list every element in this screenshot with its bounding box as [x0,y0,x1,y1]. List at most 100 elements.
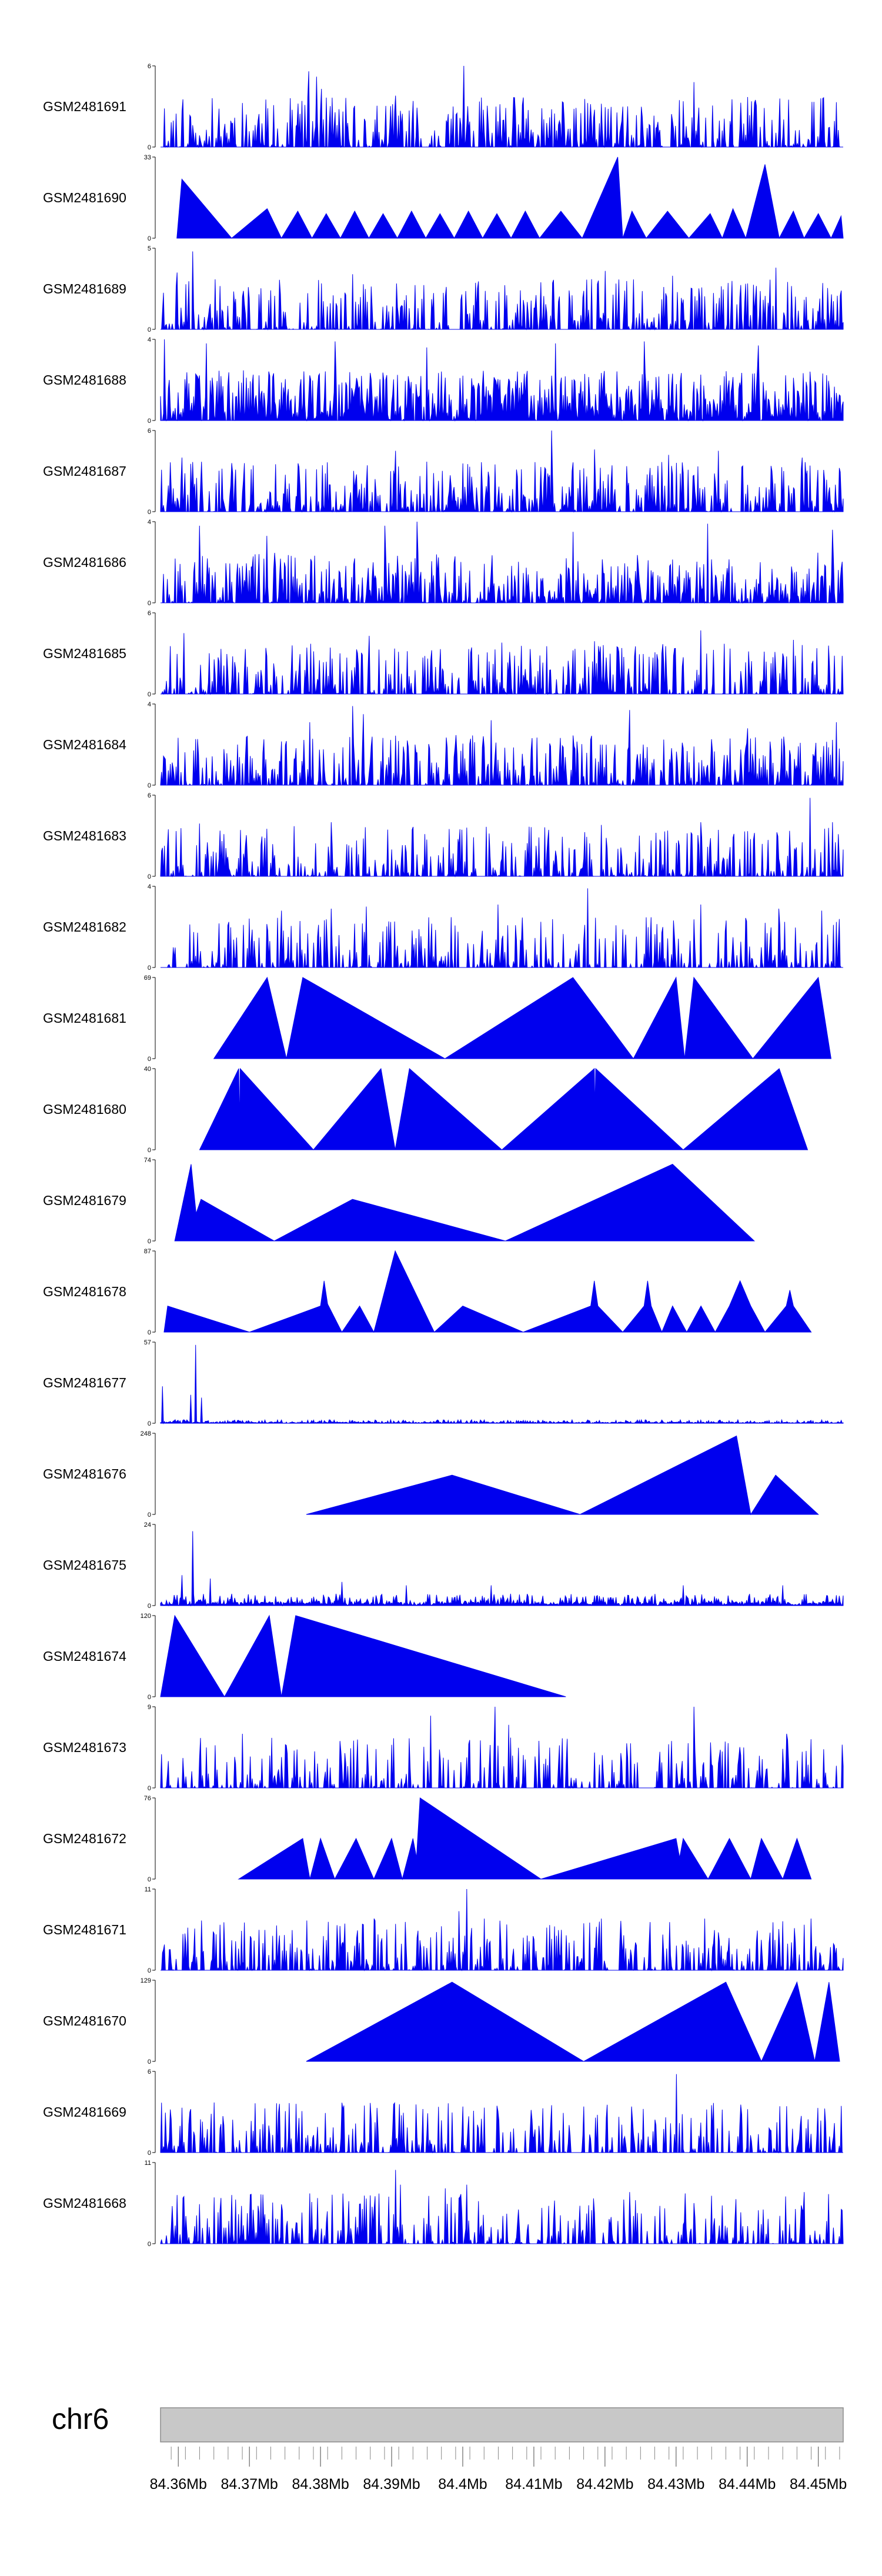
y-max-label: 120 [141,1613,151,1620]
track-GSM2481669: GSM2481669 6 0 [43,2068,843,2157]
y-max-label: 33 [144,154,151,161]
y-max-label: 69 [144,975,151,982]
y-max-label: 6 [148,428,151,435]
coverage-area [160,1531,844,1607]
coverage-area [160,2170,844,2245]
track-GSM2481688: GSM2481688 4 0 [43,336,844,425]
coverage-area [238,1797,812,1880]
y-min-label: 0 [148,1603,151,1610]
y-min-label: 0 [148,1056,151,1063]
y-max-label: 9 [148,1704,151,1711]
y-min-label: 0 [148,2241,151,2248]
y-max-label: 6 [148,610,151,617]
track-GSM2481682: GSM2481682 4 0 [43,883,843,972]
track-GSM2481685: GSM2481685 6 0 [43,610,844,698]
y-min-label: 0 [148,1967,151,1974]
track-GSM2481681: GSM2481681 69 0 [43,975,831,1063]
track-label: GSM2481688 [43,372,126,388]
track-label: GSM2481679 [43,1193,126,1208]
ideogram-bar [160,2407,844,2442]
track-label: GSM2481681 [43,1010,126,1026]
track-GSM2481668: GSM2481668 11 0 [43,2160,844,2248]
y-min-label: 0 [148,1420,151,1427]
track-label: GSM2481689 [43,281,126,296]
coverage-area [163,1250,812,1333]
y-min-label: 0 [148,1329,151,1336]
track-label: GSM2481684 [43,737,126,752]
track-GSM2481673: GSM2481673 9 0 [43,1704,844,1792]
coverage-area [213,976,831,1059]
y-min-label: 0 [148,600,151,607]
track-label: GSM2481686 [43,555,126,570]
track-label: GSM2481675 [43,1557,126,1573]
track-GSM2481690: GSM2481690 33 0 [43,154,844,242]
track-label: GSM2481683 [43,828,126,843]
track-label: GSM2481678 [43,1284,126,1299]
track-label: GSM2481673 [43,1740,126,1755]
y-min-label: 0 [148,509,151,516]
y-max-label: 4 [148,701,151,708]
y-min-label: 0 [148,1876,151,1883]
y-max-label: 4 [148,519,151,526]
coverage-area [306,1435,819,1516]
track-GSM2481678: GSM2481678 87 0 [43,1248,812,1336]
coverage-area [176,156,844,239]
coverage-area [161,521,844,604]
coverage-area [161,888,843,969]
track-label: GSM2481687 [43,463,126,479]
coverage-area [160,430,844,513]
track-label: GSM2481672 [43,1831,126,1846]
coverage-area [161,65,843,148]
y-min-label: 0 [148,1694,151,1701]
track-GSM2481683: GSM2481683 6 0 [43,792,844,880]
coverage-area [160,1706,844,1789]
tick-label: 84.41Mb [505,2476,562,2492]
track-GSM2481691: GSM2481691 6 0 [43,63,843,151]
coverage-area [160,1344,844,1424]
coverage-area [306,1981,840,2063]
y-min-label: 0 [148,144,151,151]
coverage-area [160,798,844,877]
track-label: GSM2481671 [43,1922,126,1937]
track-GSM2481671: GSM2481671 11 0 [43,1886,844,1974]
track-GSM2481689: GSM2481689 5 0 [43,245,844,333]
tick-label: 84.42Mb [576,2476,633,2492]
tick-label: 84.38Mb [292,2476,349,2492]
y-min-label: 0 [148,873,151,880]
y-min-label: 0 [148,235,151,242]
y-max-label: 40 [144,1066,151,1073]
track-GSM2481686: GSM2481686 4 0 [43,519,844,607]
coverage-area [160,1614,566,1697]
y-max-label: 6 [148,63,151,70]
tick-label: 84.43Mb [647,2476,704,2492]
y-min-label: 0 [148,782,151,789]
track-label: GSM2481691 [43,99,126,114]
track-label: GSM2481685 [43,646,126,661]
y-max-label: 129 [141,1977,151,1984]
track-label: GSM2481669 [43,2104,126,2120]
y-max-label: 5 [148,245,151,252]
track-GSM2481675: GSM2481675 24 0 [43,1521,844,1610]
y-min-label: 0 [148,2058,151,2066]
y-max-label: 11 [145,2160,151,2167]
y-min-label: 0 [148,418,151,425]
coverage-area [199,1067,808,1150]
track-GSM2481672: GSM2481672 76 0 [43,1795,812,1883]
coverage-area [160,2074,843,2154]
tick-label: 84.45Mb [790,2476,847,2492]
coverage-area [160,339,844,422]
y-min-label: 0 [148,1147,151,1154]
y-min-label: 0 [148,691,151,698]
chromosome-label: chr6 [52,2403,109,2435]
coverage-area [161,1888,844,1971]
y-min-label: 0 [148,326,151,333]
y-max-label: 87 [144,1248,151,1255]
y-min-label: 0 [148,1238,151,1245]
y-max-label: 76 [144,1795,151,1802]
track-GSM2481674: GSM2481674 120 0 [43,1613,566,1701]
tick-label: 84.39Mb [363,2476,420,2492]
track-GSM2481680: GSM2481680 40 0 [43,1066,808,1154]
y-max-label: 11 [145,1886,151,1893]
y-max-label: 6 [148,792,151,799]
